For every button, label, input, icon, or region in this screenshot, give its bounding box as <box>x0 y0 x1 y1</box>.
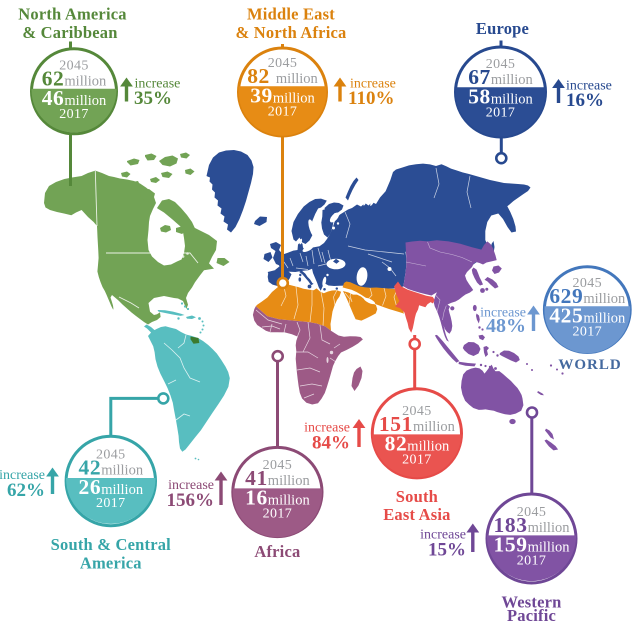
svg-text:& North Africa: & North Africa <box>236 23 347 42</box>
svg-text:increase: increase <box>420 528 466 543</box>
svg-text:2045: 2045 <box>402 404 432 419</box>
svg-text:16%: 16% <box>566 90 604 111</box>
svg-text:26million: 26million <box>78 475 143 499</box>
svg-text:2045: 2045 <box>517 505 547 520</box>
svg-text:Western: Western <box>501 593 561 612</box>
svg-text:2017: 2017 <box>59 107 89 122</box>
svg-text:159million: 159million <box>494 533 571 557</box>
svg-text:North America: North America <box>18 5 126 24</box>
svg-text:increase: increase <box>0 468 45 483</box>
svg-text:2045: 2045 <box>572 276 602 291</box>
svg-text:Middle East: Middle East <box>247 5 335 24</box>
svg-text:2045: 2045 <box>59 59 89 74</box>
svg-text:2017: 2017 <box>517 554 547 569</box>
svg-text:110%: 110% <box>348 88 394 109</box>
svg-text:Pacific: Pacific <box>507 606 556 622</box>
svg-text:629million: 629million <box>549 284 626 308</box>
svg-text:2045: 2045 <box>96 448 126 463</box>
svg-text:16million: 16million <box>245 486 310 510</box>
svg-text:151million: 151million <box>379 412 456 436</box>
svg-text:35%: 35% <box>134 88 172 109</box>
svg-text:62%: 62% <box>7 480 45 501</box>
svg-text:increase: increase <box>135 77 181 92</box>
svg-text:WORLD: WORLD <box>558 357 621 373</box>
svg-text:2017: 2017 <box>96 496 126 511</box>
svg-text:183million: 183million <box>494 513 571 537</box>
svg-text:2017: 2017 <box>263 507 293 522</box>
svg-text:2017: 2017 <box>486 106 516 121</box>
svg-text:increase: increase <box>566 79 612 94</box>
svg-text:America: America <box>80 554 142 573</box>
svg-text:62million: 62million <box>42 67 107 91</box>
svg-text:42million: 42million <box>78 456 143 480</box>
svg-text:58million: 58million <box>468 85 533 109</box>
svg-text:South: South <box>396 487 438 506</box>
svg-text:increase: increase <box>304 421 350 436</box>
svg-text:2045: 2045 <box>263 458 293 473</box>
svg-text:2045: 2045 <box>486 57 516 72</box>
svg-text:39million: 39million <box>250 84 315 108</box>
svg-text:425million: 425million <box>549 304 626 328</box>
svg-text:41million: 41million <box>245 466 310 490</box>
svg-text:Africa: Africa <box>254 542 300 561</box>
svg-text:2045: 2045 <box>268 56 298 71</box>
svg-text:156%: 156% <box>167 490 215 511</box>
svg-text:increase: increase <box>350 77 396 92</box>
svg-text:67million: 67million <box>468 65 533 89</box>
svg-text:46million: 46million <box>42 86 107 110</box>
svg-text:increase: increase <box>168 478 214 493</box>
svg-text:2017: 2017 <box>572 325 602 340</box>
svg-text:2017: 2017 <box>268 105 298 120</box>
svg-text:82million: 82million <box>385 432 450 456</box>
svg-text:84%: 84% <box>312 433 350 454</box>
svg-text:15%: 15% <box>428 540 466 561</box>
svg-text:East Asia: East Asia <box>383 505 450 524</box>
svg-text:2017: 2017 <box>402 453 432 468</box>
svg-text:48%: 48% <box>486 315 526 337</box>
svg-text:& Caribbean: & Caribbean <box>22 23 117 42</box>
svg-text:increase: increase <box>480 306 526 321</box>
svg-text:Europe: Europe <box>476 19 529 38</box>
svg-text:South & Central: South & Central <box>51 535 172 554</box>
svg-text:82 million: 82 million <box>247 64 318 88</box>
